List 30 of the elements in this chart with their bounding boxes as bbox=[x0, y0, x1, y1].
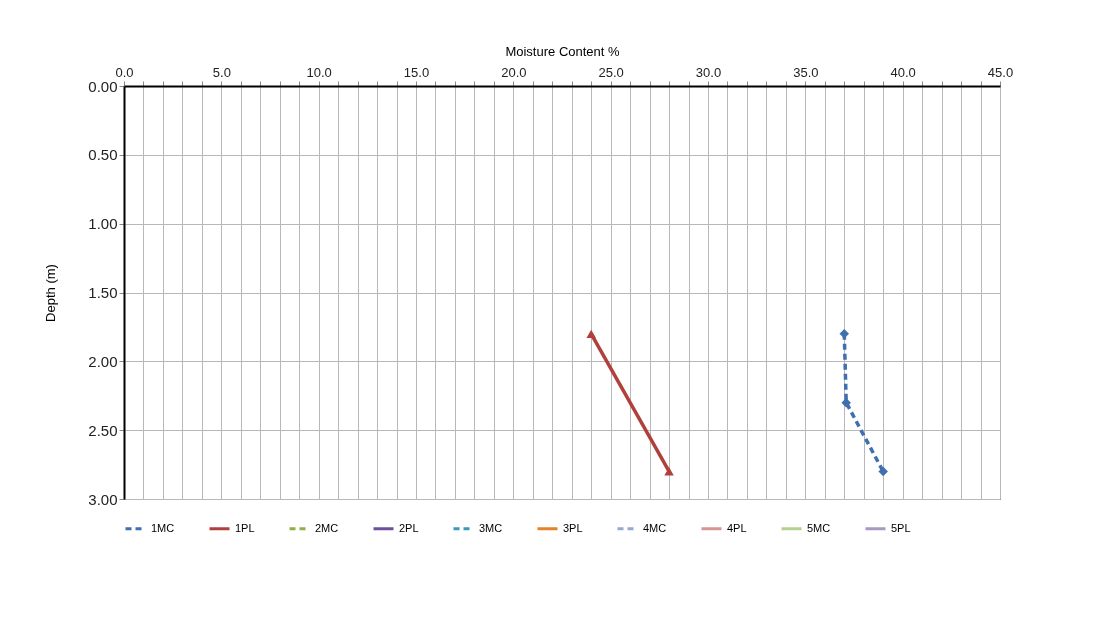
x-tick-label: 20.0 bbox=[501, 64, 527, 80]
x-tick-label: 10.0 bbox=[306, 64, 332, 80]
legend-label: 1PL bbox=[235, 521, 255, 534]
legend-label: 2MC bbox=[315, 521, 339, 534]
x-tick-label: 40.0 bbox=[890, 64, 916, 80]
legend-label: 5PL bbox=[891, 521, 911, 534]
y-tick-label: 1.00 bbox=[88, 215, 118, 233]
y-tick-label: 2.00 bbox=[88, 352, 118, 370]
y-axis-title: Depth (m) bbox=[43, 264, 59, 322]
x-tick-label: 35.0 bbox=[793, 64, 819, 80]
y-tick-label: 2.50 bbox=[88, 421, 118, 439]
y-tick-label: 3.00 bbox=[88, 490, 118, 508]
legend-label: 5MC bbox=[807, 521, 831, 534]
x-tick-label: 45.0 bbox=[987, 64, 1014, 80]
x-tick-label: 25.0 bbox=[598, 64, 624, 80]
legend-label: 4PL bbox=[727, 521, 747, 534]
y-tick-label: 0.00 bbox=[88, 77, 118, 95]
x-axis-title: Moisture Content % bbox=[505, 43, 621, 59]
y-tick-label: 1.50 bbox=[88, 284, 118, 301]
y-tick-label: 0.50 bbox=[88, 146, 118, 164]
legend-label: 3MC bbox=[479, 521, 503, 534]
x-tick-label: 0.0 bbox=[115, 64, 134, 80]
x-tick-label: 15.0 bbox=[403, 64, 430, 80]
legend-label: 3PL bbox=[563, 521, 583, 534]
x-tick-label: 30.0 bbox=[695, 64, 722, 80]
legend-label: 1MC bbox=[151, 521, 175, 534]
legend-label: 4MC bbox=[643, 521, 667, 534]
point bbox=[878, 466, 888, 477]
x-tick-label: 5.0 bbox=[212, 64, 231, 80]
legend-label: 2PL bbox=[399, 521, 419, 534]
